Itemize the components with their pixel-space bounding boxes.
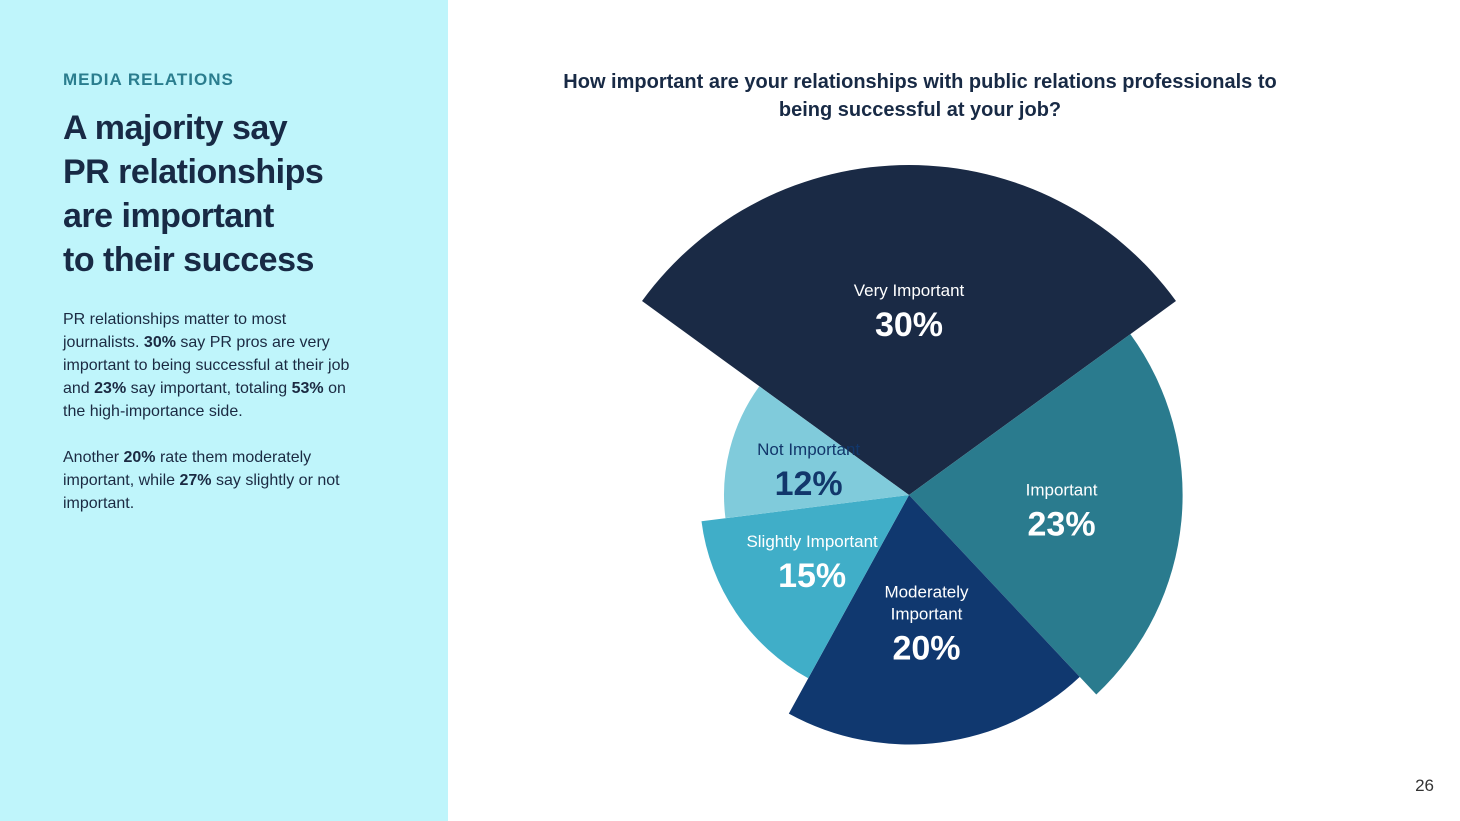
slice-category-label: Very Important: [854, 281, 965, 300]
text-run: Another: [63, 449, 124, 466]
slice-value-label: 15%: [778, 557, 846, 595]
slice-category-label: Important: [891, 605, 963, 624]
highlight-value: 30%: [143, 334, 176, 351]
slice-label-moderately-important: Moderately Important 20%: [884, 583, 969, 668]
highlight-value: 27%: [179, 472, 212, 489]
page-headline: A majority say PR relationships are impo…: [63, 106, 423, 282]
text-run: on the high-importance side.: [63, 380, 346, 420]
text-run: say PR pros are very important to being …: [63, 334, 350, 397]
slice-value-label: 23%: [1028, 505, 1096, 543]
text-run: say important, totaling: [126, 380, 292, 397]
slice-important: [909, 334, 1183, 695]
highlight-value: 53%: [291, 380, 324, 397]
slice-not-important: [724, 386, 909, 519]
headline-line: are important: [63, 197, 274, 235]
headline-line: to their success: [63, 241, 314, 279]
section-label: MEDIA RELATIONS: [63, 70, 234, 89]
text-run: rate them moderately important, while: [63, 449, 312, 489]
slice-value-label: 20%: [892, 630, 960, 668]
slice-very-important: [642, 164, 1176, 495]
page-number: 26: [1415, 776, 1434, 795]
slice-value-label: 30%: [875, 306, 943, 344]
summary-paragraph-2: Another 20% rate them moderately importa…: [63, 446, 353, 515]
slice-value-label: 12%: [775, 465, 843, 503]
highlight-value: 20%: [123, 449, 156, 466]
slice-label-very-important: Very Important 30%: [854, 281, 965, 344]
sidebar-panel: MEDIA RELATIONS A majority say PR relati…: [0, 0, 448, 821]
chart-title: How important are your relationships wit…: [563, 71, 1277, 121]
polar-area-chart: Very Important 30% Important 23% Moderately I…: [642, 164, 1183, 745]
summary-paragraph-1: PR relationships matter to most journali…: [63, 308, 353, 423]
slice-category-label: Not Important: [757, 440, 860, 459]
text-run: PR relationships matter to most journali…: [63, 311, 287, 351]
slice-label-slightly-important: Slightly Important 15%: [746, 532, 878, 595]
text-run: say slightly or not important.: [63, 472, 340, 512]
headline-line: A majority say: [63, 109, 288, 147]
slice-label-important: Important 23%: [1026, 480, 1098, 543]
slice-category-label: Important: [1026, 480, 1098, 499]
slice-label-not-important: Not Important 12%: [757, 440, 860, 503]
slice-slightly-important: [701, 495, 909, 679]
slice-moderately-important: [788, 495, 1080, 745]
headline-line: PR relationships: [63, 153, 324, 191]
body-text: PR relationships matter to most journali…: [63, 308, 353, 538]
slice-category-label: Slightly Important: [746, 532, 878, 551]
slice-category-label: Moderately: [884, 583, 969, 602]
highlight-value: 23%: [94, 380, 127, 397]
